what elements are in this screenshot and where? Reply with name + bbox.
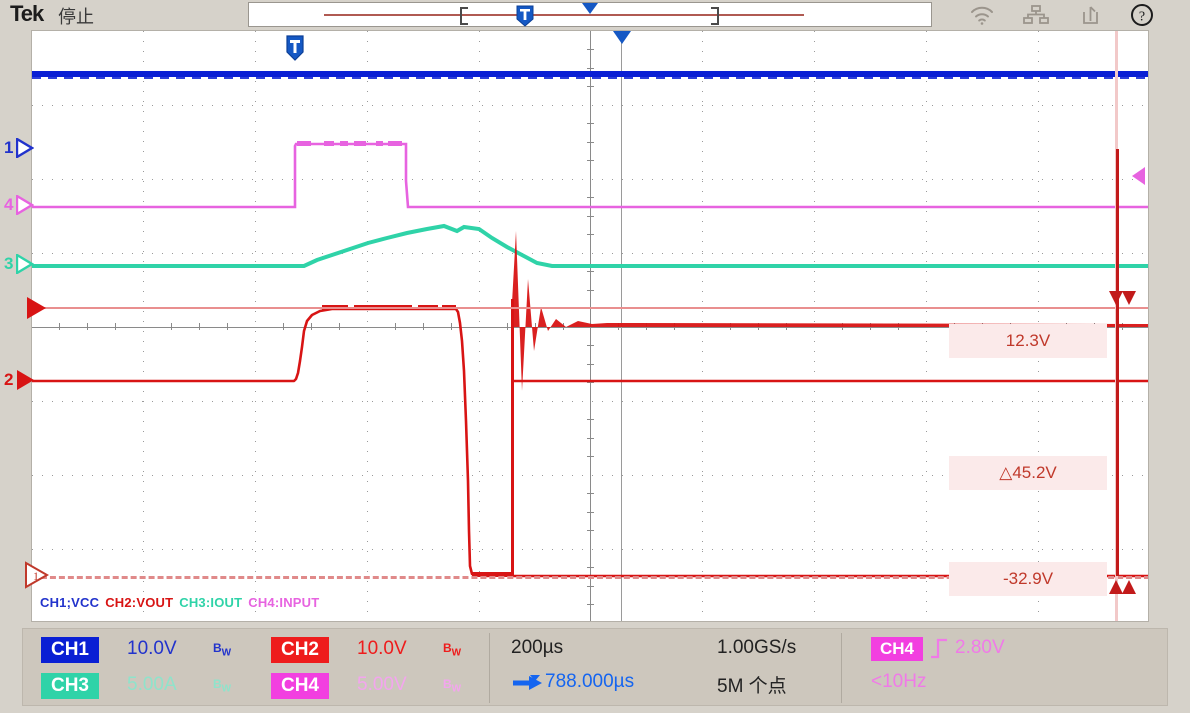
acquisition-state-label[interactable]: 停止 xyxy=(58,7,94,27)
grid-line-v xyxy=(367,31,368,621)
delay-arrow-icon xyxy=(513,675,542,690)
trigger-position-triangle-icon[interactable] xyxy=(613,31,631,44)
ch2-scale-value[interactable]: 10.0V xyxy=(357,638,407,659)
cursor-handle-bottom-right[interactable] xyxy=(1122,580,1136,594)
ch4-bandwidth-icon[interactable]: BW xyxy=(443,677,462,695)
tek-logo: Tek xyxy=(10,1,44,26)
cursor-readout-delta: △45.2V xyxy=(949,456,1107,490)
cursor-marker-upper-icon[interactable] xyxy=(26,296,48,320)
ch1-badge[interactable]: CH1 xyxy=(41,637,99,663)
waveform-overview-bar[interactable] xyxy=(248,2,932,27)
ch1-waveform-noise xyxy=(32,75,1148,79)
ch1-scale-value[interactable]: 10.0V xyxy=(127,638,177,659)
cursor-marker-lower-icon[interactable]: 1 xyxy=(24,561,50,589)
ch3-ground-marker-icon[interactable] xyxy=(16,254,34,274)
record-length-value[interactable]: 5M 个点 xyxy=(717,676,787,697)
cursor-line-vertical[interactable] xyxy=(1116,149,1119,576)
cursor-line-lower[interactable] xyxy=(32,576,1148,579)
ch3-marker-number: 3 xyxy=(4,254,14,273)
ch2-ground-marker-icon[interactable] xyxy=(16,369,36,391)
waveform-graticule[interactable]: 12.3V △45.2V -32.9V CH1;VCC CH2:VOUT CH3:I… xyxy=(31,30,1149,622)
ch1-marker-number: 1 xyxy=(4,138,14,157)
timebase-scale-value[interactable]: 200µs xyxy=(511,637,564,658)
channel-name-labels: CH1;VCC CH2:VOUT CH3:IOUT CH4:INPUT xyxy=(40,595,325,610)
svg-text:?: ? xyxy=(1139,10,1145,25)
grid-line-v xyxy=(255,31,256,621)
sample-rate-value[interactable]: 1.00GS/s xyxy=(717,637,797,658)
grid-line-v xyxy=(143,31,144,621)
label-ch2: CH2:VOUT xyxy=(105,595,174,610)
ch4-scale-value[interactable]: 5.00V xyxy=(357,674,407,695)
ch1-waveform-trace xyxy=(32,71,1148,77)
cursor-line-upper[interactable] xyxy=(32,307,1148,309)
trigger-source-badge[interactable]: CH4 xyxy=(871,637,923,661)
cursor-handle-top-right[interactable] xyxy=(1122,291,1136,305)
label-ch4: CH4:INPUT xyxy=(248,595,320,610)
trigger-frequency-value: <10Hz xyxy=(871,671,927,692)
share-icon[interactable] xyxy=(1076,3,1104,27)
overview-waveform-trace xyxy=(324,14,804,16)
ch4-ground-marker-icon[interactable] xyxy=(16,195,34,215)
trigger-level-value[interactable]: 2.80V xyxy=(955,637,1005,658)
grid-line-v xyxy=(479,31,480,621)
ch3-bandwidth-icon[interactable]: BW xyxy=(213,677,232,695)
cursor-handle-bottom-left[interactable] xyxy=(1109,580,1123,594)
help-icon[interactable]: ? xyxy=(1128,3,1156,27)
cursor-readout-lower: -32.9V xyxy=(949,562,1107,596)
ch2-bandwidth-icon[interactable]: BW xyxy=(443,641,462,659)
overview-zoom-bracket-left[interactable] xyxy=(460,7,468,25)
network-icon[interactable] xyxy=(1022,3,1050,27)
ch1-ground-marker-icon[interactable] xyxy=(16,138,34,158)
ch3-badge[interactable]: CH3 xyxy=(41,673,99,699)
label-ch1: CH1;VCC xyxy=(40,595,100,610)
overview-position-triangle-icon[interactable] xyxy=(582,3,598,14)
ch2-badge[interactable]: CH2 xyxy=(271,637,329,663)
wifi-icon[interactable] xyxy=(968,3,996,27)
horizontal-delay-value[interactable]: 788.000µs xyxy=(545,671,635,692)
trigger-slope-rising-icon[interactable] xyxy=(929,636,949,660)
ch4-trigger-level-arrow-icon[interactable] xyxy=(1132,167,1145,185)
ch4-badge[interactable]: CH4 xyxy=(271,673,329,699)
overview-trigger-marker-icon[interactable] xyxy=(516,5,534,27)
ch3-scale-value[interactable]: 5.00A xyxy=(127,674,177,695)
overview-zoom-bracket-right[interactable] xyxy=(711,7,719,25)
ch4-marker-number: 4 xyxy=(4,195,14,214)
ch4-waveform-trace xyxy=(32,141,1148,209)
label-ch3: CH3:IOUT xyxy=(179,595,243,610)
bottom-status-bar: CH1 10.0V BW CH2 10.0V BW CH3 5.00A BW C… xyxy=(22,628,1168,706)
top-toolbar: Tek 停止 ? xyxy=(0,0,1190,30)
ch3-waveform-trace xyxy=(32,223,1148,268)
trigger-marker-icon[interactable] xyxy=(285,35,305,61)
cursor-handle-top-left[interactable] xyxy=(1109,291,1123,305)
cursor-readout-upper: 12.3V xyxy=(949,324,1107,358)
ch1-bandwidth-icon[interactable]: BW xyxy=(213,641,232,659)
cursor-marker-lower-number: 1 xyxy=(33,569,39,583)
ch2-marker-number: 2 xyxy=(4,370,14,389)
